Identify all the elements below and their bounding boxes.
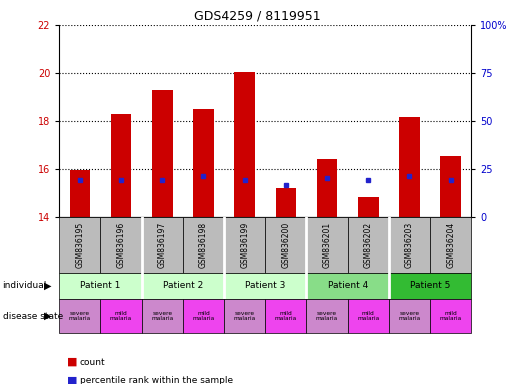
Text: mild
malaria: mild malaria (357, 311, 380, 321)
Bar (276, 188, 296, 217)
Bar (430, 217, 471, 273)
Text: severe
malaria: severe malaria (151, 311, 174, 321)
Text: GSM836198: GSM836198 (199, 222, 208, 268)
Text: GSM836196: GSM836196 (116, 222, 126, 268)
Text: Patient 5: Patient 5 (410, 281, 450, 290)
Bar (234, 72, 255, 217)
Text: ■: ■ (67, 357, 77, 367)
Bar (306, 273, 389, 299)
Text: GSM836195: GSM836195 (75, 222, 84, 268)
Text: mild
malaria: mild malaria (274, 311, 297, 321)
Bar (183, 299, 224, 333)
Bar (193, 109, 214, 217)
Bar (152, 90, 173, 217)
Text: GSM836202: GSM836202 (364, 222, 373, 268)
Text: mild
malaria: mild malaria (110, 311, 132, 321)
Bar (142, 217, 183, 273)
Text: severe
malaria: severe malaria (68, 311, 91, 321)
Bar (111, 114, 131, 217)
Bar (183, 217, 224, 273)
Text: Patient 1: Patient 1 (80, 281, 121, 290)
Bar (389, 273, 471, 299)
Text: percentile rank within the sample: percentile rank within the sample (80, 376, 233, 384)
Text: Patient 2: Patient 2 (163, 281, 203, 290)
Bar (306, 299, 348, 333)
Text: GSM836203: GSM836203 (405, 222, 414, 268)
Text: GDS4259 / 8119951: GDS4259 / 8119951 (194, 10, 321, 23)
Text: GSM836199: GSM836199 (240, 222, 249, 268)
Text: mild
malaria: mild malaria (439, 311, 462, 321)
Bar (59, 273, 142, 299)
Bar (348, 217, 389, 273)
Text: GSM836200: GSM836200 (281, 222, 290, 268)
Text: GSM836204: GSM836204 (446, 222, 455, 268)
Text: count: count (80, 358, 106, 367)
Bar (306, 217, 348, 273)
Bar (142, 273, 224, 299)
Bar (59, 299, 100, 333)
Bar (100, 217, 142, 273)
Text: Patient 3: Patient 3 (245, 281, 285, 290)
Bar (317, 159, 337, 217)
Text: individual: individual (3, 281, 47, 290)
Bar (70, 170, 90, 217)
Bar (358, 197, 379, 217)
Text: ■: ■ (67, 376, 77, 384)
Text: severe
malaria: severe malaria (398, 311, 421, 321)
Bar (399, 117, 420, 217)
Bar (348, 299, 389, 333)
Bar (142, 299, 183, 333)
Text: disease state: disease state (3, 311, 63, 321)
Bar (59, 217, 100, 273)
Text: ▶: ▶ (44, 311, 52, 321)
Bar (389, 299, 430, 333)
Bar (100, 299, 142, 333)
Bar (224, 299, 265, 333)
Bar (265, 217, 306, 273)
Bar (224, 217, 265, 273)
Text: GSM836201: GSM836201 (322, 222, 332, 268)
Text: mild
malaria: mild malaria (192, 311, 215, 321)
Bar (224, 273, 306, 299)
Bar (389, 217, 430, 273)
Text: Patient 4: Patient 4 (328, 281, 368, 290)
Bar (430, 299, 471, 333)
Text: GSM836197: GSM836197 (158, 222, 167, 268)
Text: severe
malaria: severe malaria (233, 311, 256, 321)
Text: ▶: ▶ (44, 281, 52, 291)
Text: severe
malaria: severe malaria (316, 311, 338, 321)
Bar (440, 157, 461, 217)
Bar (265, 299, 306, 333)
